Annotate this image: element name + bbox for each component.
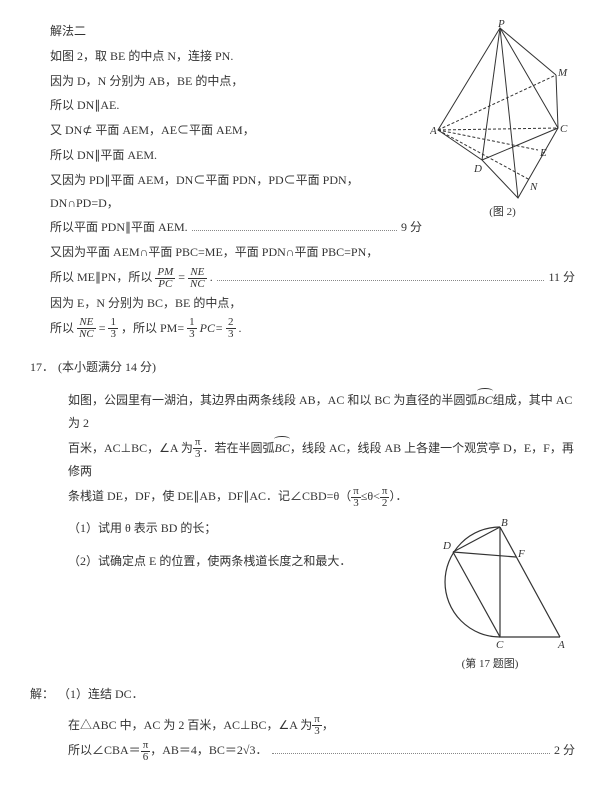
- sol2-l8: 又因为平面 AEM∩平面 PBC=ME，平面 PDN∩平面 PBC=PN，: [30, 241, 575, 264]
- score-9: 9 分: [401, 216, 422, 239]
- frac-1-3: 13: [108, 317, 118, 340]
- eq: =: [99, 321, 106, 335]
- frac-ne-nc-2: NENC: [77, 317, 96, 340]
- dot: .: [210, 270, 213, 284]
- sol2-l11mid: ，所以 PM=: [121, 321, 184, 335]
- sol2-l6: 又因为 PD∥平面 AEM，DN⊂平面 PDN，PD⊂平面 PDN，DN∩PD=…: [30, 169, 422, 215]
- q17-num: 17．: [30, 356, 58, 379]
- ans17-label-row: 解：（1）连结 DC．: [30, 683, 575, 706]
- label-f17: F: [517, 548, 525, 560]
- ans17-l2a: 所以∠CBA＝: [68, 743, 141, 757]
- q17-head: (本小题满分 14 分): [58, 360, 156, 374]
- score-11: 11 分: [548, 266, 575, 289]
- sol2-l9-row: 所以 ME∥PN，所以 PMPC = NENC . 11 分: [30, 266, 575, 290]
- q17-p3a: 条桟道 DE，DF，使 DE∥AB，DF∥AC．记∠CBD=θ（: [68, 489, 351, 503]
- comma: ，: [322, 718, 334, 732]
- frac-pi-6: π6: [141, 740, 151, 763]
- q17-p3end: ）．: [389, 489, 407, 503]
- arc-bc-2: BC: [274, 441, 289, 455]
- sol2-l11pc: PC=: [200, 321, 223, 335]
- q17-p3mid: ≤θ<: [361, 489, 380, 503]
- frac-pi-3c: π3: [312, 714, 322, 737]
- figure-17: D B F A C (第 17 题图): [405, 517, 575, 675]
- q17-sub2: （2）试确定点 E 的位置，使两条桟道长度之和最大．: [30, 550, 397, 573]
- q17-p2b: ．若在半圆弧: [202, 441, 274, 455]
- sol2-l10: 因为 E，N 分别为 BC，BE 的中点，: [30, 292, 575, 315]
- sol2-l4: 又 DN⊄ 平面 AEM，AE⊂平面 AEM，: [30, 119, 422, 142]
- sol2-l1: 如图 2，取 BE 的中点 N，连接 PN.: [30, 45, 422, 68]
- frac-pm-pc: PMPC: [155, 267, 175, 290]
- figure-2: P M A C D E N B (图 2): [430, 20, 575, 241]
- ans17-l2b: ，AB＝4，BC＝2√3．: [150, 743, 267, 757]
- label-b: B: [515, 199, 522, 200]
- label-a17: A: [557, 639, 565, 651]
- label-c17: C: [496, 639, 504, 651]
- q17-p2a: 百米，AC⊥BC，∠A 为: [68, 441, 193, 455]
- sol2-l9: 所以 ME∥PN，所以 PMPC = NENC .: [50, 266, 213, 290]
- arc-bc: BC: [477, 393, 492, 407]
- ans17-l2-row: 所以∠CBA＝π6，AB＝4，BC＝2√3． 2 分: [30, 739, 575, 763]
- sol2-l7-row: 所以平面 PDN∥平面 AEM. 9 分: [30, 216, 422, 239]
- label-d17: D: [442, 540, 451, 552]
- label-b17: B: [501, 517, 508, 529]
- eq: =: [178, 270, 185, 284]
- dotted-leader: [272, 743, 550, 755]
- dotted-leader: [217, 269, 545, 281]
- frac-1-3b: 13: [187, 317, 197, 340]
- sol2-l2: 因为 D，N 分别为 AB，BE 的中点，: [30, 70, 422, 93]
- frac-ne-nc: NENC: [188, 267, 207, 290]
- sol2-l3: 所以 DN∥AE.: [30, 94, 422, 117]
- sol2-l5: 所以 DN∥平面 AEM.: [30, 144, 422, 167]
- label-e: E: [539, 147, 547, 159]
- label-n: N: [529, 181, 538, 193]
- score-2: 2 分: [554, 739, 575, 762]
- sol2-l7: 所以平面 PDN∥平面 AEM.: [50, 216, 188, 239]
- fig2-caption: (图 2): [430, 202, 575, 223]
- frac-pi-2: π2: [380, 486, 390, 509]
- ans17-l1a: 在△ABC 中，AC 为 2 百米，AC⊥BC，∠A 为: [68, 718, 312, 732]
- frac-pi-3b: π3: [351, 486, 361, 509]
- label-m: M: [557, 67, 568, 79]
- q17-p1a: 如图，公园里有一湖泊，其边界由两条线段 AB，AC 和以 BC 为直径的半圆弧: [68, 393, 477, 407]
- frac-2-3: 23: [226, 317, 236, 340]
- q17-p3: 条桟道 DE，DF，使 DE∥AB，DF∥AC．记∠CBD=θ（π3≤θ<π2）…: [30, 485, 575, 509]
- sol2-title: 解法二: [30, 20, 422, 43]
- dotted-leader: [192, 220, 397, 232]
- q17-p1: 如图，公园里有一湖泊，其边界由两条线段 AB，AC 和以 BC 为直径的半圆弧B…: [30, 389, 575, 435]
- ans17-l2: 所以∠CBA＝π6，AB＝4，BC＝2√3．: [68, 739, 268, 763]
- label-d: D: [473, 163, 482, 175]
- q17-header: 17．(本小题满分 14 分): [30, 356, 575, 379]
- label-c: C: [560, 123, 568, 135]
- q17-sub1: （1）试用 θ 表示 BD 的长；: [30, 517, 397, 540]
- sol2-l11: 所以 NENC = 13 ，所以 PM= 13 PC= 23 .: [30, 317, 575, 341]
- sol2-l11a: 所以: [50, 321, 74, 335]
- label-a: A: [430, 125, 437, 137]
- ans17-l1: 在△ABC 中，AC 为 2 百米，AC⊥BC，∠A 为π3，: [30, 714, 575, 738]
- ans17-q1: （1）连结 DC．: [58, 687, 144, 701]
- fig17-caption: (第 17 题图): [405, 654, 575, 675]
- ans-label: 解：: [30, 683, 58, 706]
- sol2-l9a: 所以 ME∥PN，所以: [50, 270, 152, 284]
- dot: .: [239, 321, 242, 335]
- q17-p2: 百米，AC⊥BC，∠A 为π3．若在半圆弧BC，线段 AC，线段 AB 上各建一…: [30, 437, 575, 484]
- label-p: P: [497, 20, 505, 30]
